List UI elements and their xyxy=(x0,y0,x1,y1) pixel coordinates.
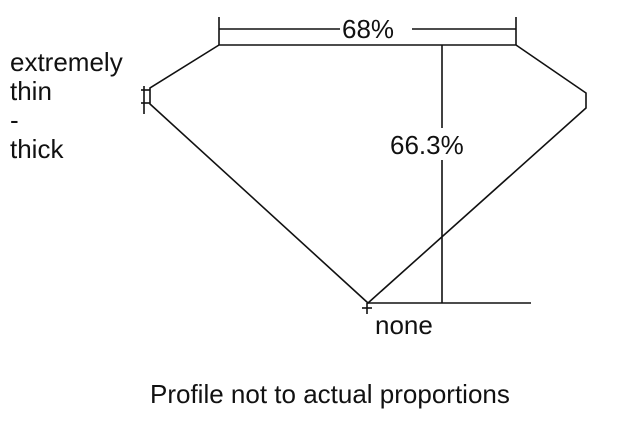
depth-percentage-label: 66.3% xyxy=(390,130,464,160)
girdle-label-line: - xyxy=(10,105,19,135)
caption: Profile not to actual proportions xyxy=(150,379,510,409)
gem-outline xyxy=(149,44,587,305)
culet-label: none xyxy=(375,310,433,340)
girdle-label-line: thick xyxy=(10,134,64,164)
girdle-label-line: extremely xyxy=(10,47,123,77)
table-percentage-label: 68% xyxy=(342,14,395,44)
girdle-label: extremely thin - thick xyxy=(10,48,123,164)
girdle-label-line: thin xyxy=(10,76,52,106)
